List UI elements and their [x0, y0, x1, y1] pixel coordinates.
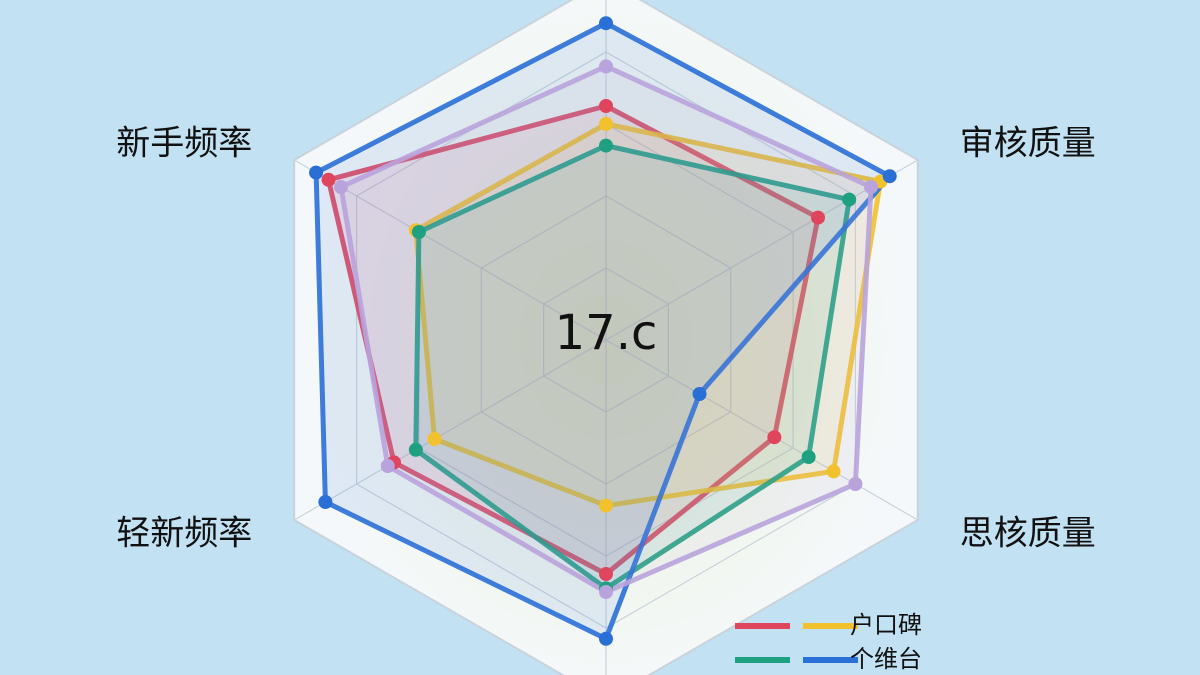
data-point	[882, 169, 897, 184]
category-label: 审核质量	[960, 124, 1096, 164]
category-label: 新手频率	[116, 124, 252, 164]
axis-spoke	[605, 339, 919, 521]
data-point	[842, 192, 857, 207]
data-point	[692, 387, 707, 401]
data-point	[599, 99, 613, 113]
data-point	[599, 16, 613, 31]
data-point	[599, 567, 613, 581]
data-point	[318, 495, 333, 509]
data-point	[826, 464, 841, 479]
data-point	[309, 165, 324, 180]
data-point	[380, 459, 395, 473]
data-point	[599, 117, 613, 131]
center-label: 17.c	[555, 305, 658, 361]
category-label: 轻新频率	[116, 514, 252, 554]
data-point	[599, 138, 613, 153]
legend-label: 户口碑	[850, 611, 922, 639]
data-point	[427, 432, 442, 446]
data-point	[411, 225, 426, 239]
data-point	[599, 631, 613, 646]
data-point	[408, 442, 423, 457]
legend-label: 个维台	[850, 645, 922, 673]
data-point	[767, 430, 782, 445]
axis-spoke	[293, 339, 607, 521]
data-point	[599, 498, 613, 513]
data-point	[801, 450, 816, 464]
category-label: 思核质量	[960, 514, 1096, 554]
data-point	[321, 172, 336, 187]
data-point	[848, 477, 863, 491]
series-layer	[309, 16, 897, 646]
data-point	[333, 180, 348, 194]
data-point	[811, 210, 826, 225]
data-point	[599, 59, 613, 74]
data-point	[599, 585, 613, 599]
data-point	[864, 180, 879, 194]
